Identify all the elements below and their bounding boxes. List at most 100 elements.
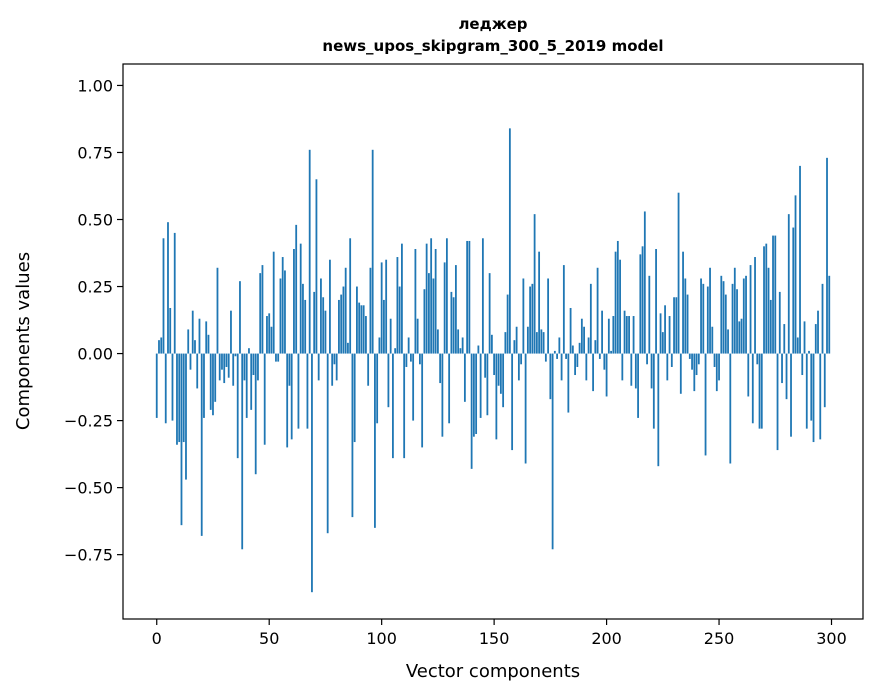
bar: [216, 267, 219, 354]
bar: [529, 286, 532, 354]
bar: [410, 353, 412, 362]
bar: [781, 353, 783, 384]
bar: [347, 342, 349, 354]
bar: [524, 353, 527, 464]
bar: [817, 310, 819, 354]
bar: [531, 283, 534, 354]
bar: [477, 345, 480, 354]
bar: [787, 214, 790, 354]
x-axis-label: Vector components: [406, 661, 580, 682]
bar: [805, 353, 808, 429]
bar: [652, 353, 655, 429]
bar: [540, 329, 543, 354]
bar: [349, 238, 352, 354]
bar: [304, 299, 307, 354]
bar: [650, 353, 653, 389]
bar: [428, 273, 430, 354]
bar: [571, 345, 574, 354]
bar: [596, 267, 599, 354]
bar: [562, 265, 565, 354]
bar: [340, 294, 343, 354]
bar: [556, 353, 558, 359]
bar: [772, 235, 774, 354]
bar: [630, 353, 633, 386]
bar: [158, 340, 160, 354]
bar: [173, 232, 176, 354]
bar: [441, 353, 444, 437]
bar: [472, 353, 475, 437]
bar: [461, 337, 464, 354]
bar: [248, 348, 250, 354]
bar: [664, 305, 666, 354]
bar: [686, 294, 689, 354]
bar: [239, 281, 241, 354]
bar: [639, 254, 642, 354]
bar: [288, 353, 291, 386]
bar: [580, 318, 583, 354]
x-tick-label: 0: [152, 629, 162, 648]
bar: [796, 337, 799, 354]
bar: [164, 353, 167, 424]
bar: [443, 262, 446, 354]
bar: [277, 353, 280, 362]
bar: [643, 211, 646, 354]
bar: [333, 353, 336, 365]
y-tick-label: 0.00: [77, 345, 113, 364]
bar: [709, 267, 711, 354]
bar: [338, 299, 340, 354]
bar: [614, 251, 617, 354]
bar: [745, 275, 747, 354]
bar: [675, 297, 678, 354]
bar: [493, 353, 496, 376]
bar: [475, 353, 478, 434]
bar: [180, 353, 183, 526]
bar: [760, 353, 763, 429]
bar: [808, 350, 810, 354]
bar: [520, 353, 523, 365]
bar: [367, 353, 370, 386]
bar: [704, 353, 707, 456]
bar: [538, 251, 541, 354]
bar: [603, 353, 606, 370]
bar: [765, 243, 768, 354]
bar: [803, 321, 806, 354]
bar: [659, 313, 662, 354]
bar: [454, 265, 457, 354]
bar: [436, 329, 439, 354]
bar: [668, 316, 671, 354]
y-tick-label: −0.75: [64, 546, 113, 565]
bar: [425, 243, 428, 354]
bar: [691, 353, 693, 370]
bar: [250, 353, 253, 410]
bar: [450, 291, 453, 354]
bar: [470, 353, 473, 469]
x-axis-ticks: 0 50 100 150 200 250 300: [152, 619, 847, 648]
bar: [162, 238, 165, 354]
bar: [502, 353, 505, 408]
bar: [785, 353, 788, 400]
bar: [176, 353, 178, 445]
bar: [754, 257, 756, 354]
bar: [657, 353, 660, 467]
bar: [387, 353, 390, 408]
bar: [578, 342, 581, 354]
bar: [495, 353, 498, 440]
bar: [547, 278, 550, 354]
bar: [619, 259, 621, 354]
y-tick-label: 0.75: [77, 143, 113, 162]
bar: [801, 353, 804, 376]
bar: [221, 353, 223, 370]
bar: [369, 267, 372, 354]
bar: [679, 353, 682, 394]
bar: [511, 353, 514, 451]
bar: [488, 273, 491, 354]
bar: [376, 353, 379, 424]
bar: [374, 353, 376, 528]
bar: [275, 353, 277, 362]
bar: [419, 353, 421, 365]
bar: [432, 278, 435, 354]
x-tick-label: 150: [479, 629, 510, 648]
bar: [335, 353, 338, 381]
bar: [284, 270, 286, 354]
bar: [742, 278, 745, 354]
